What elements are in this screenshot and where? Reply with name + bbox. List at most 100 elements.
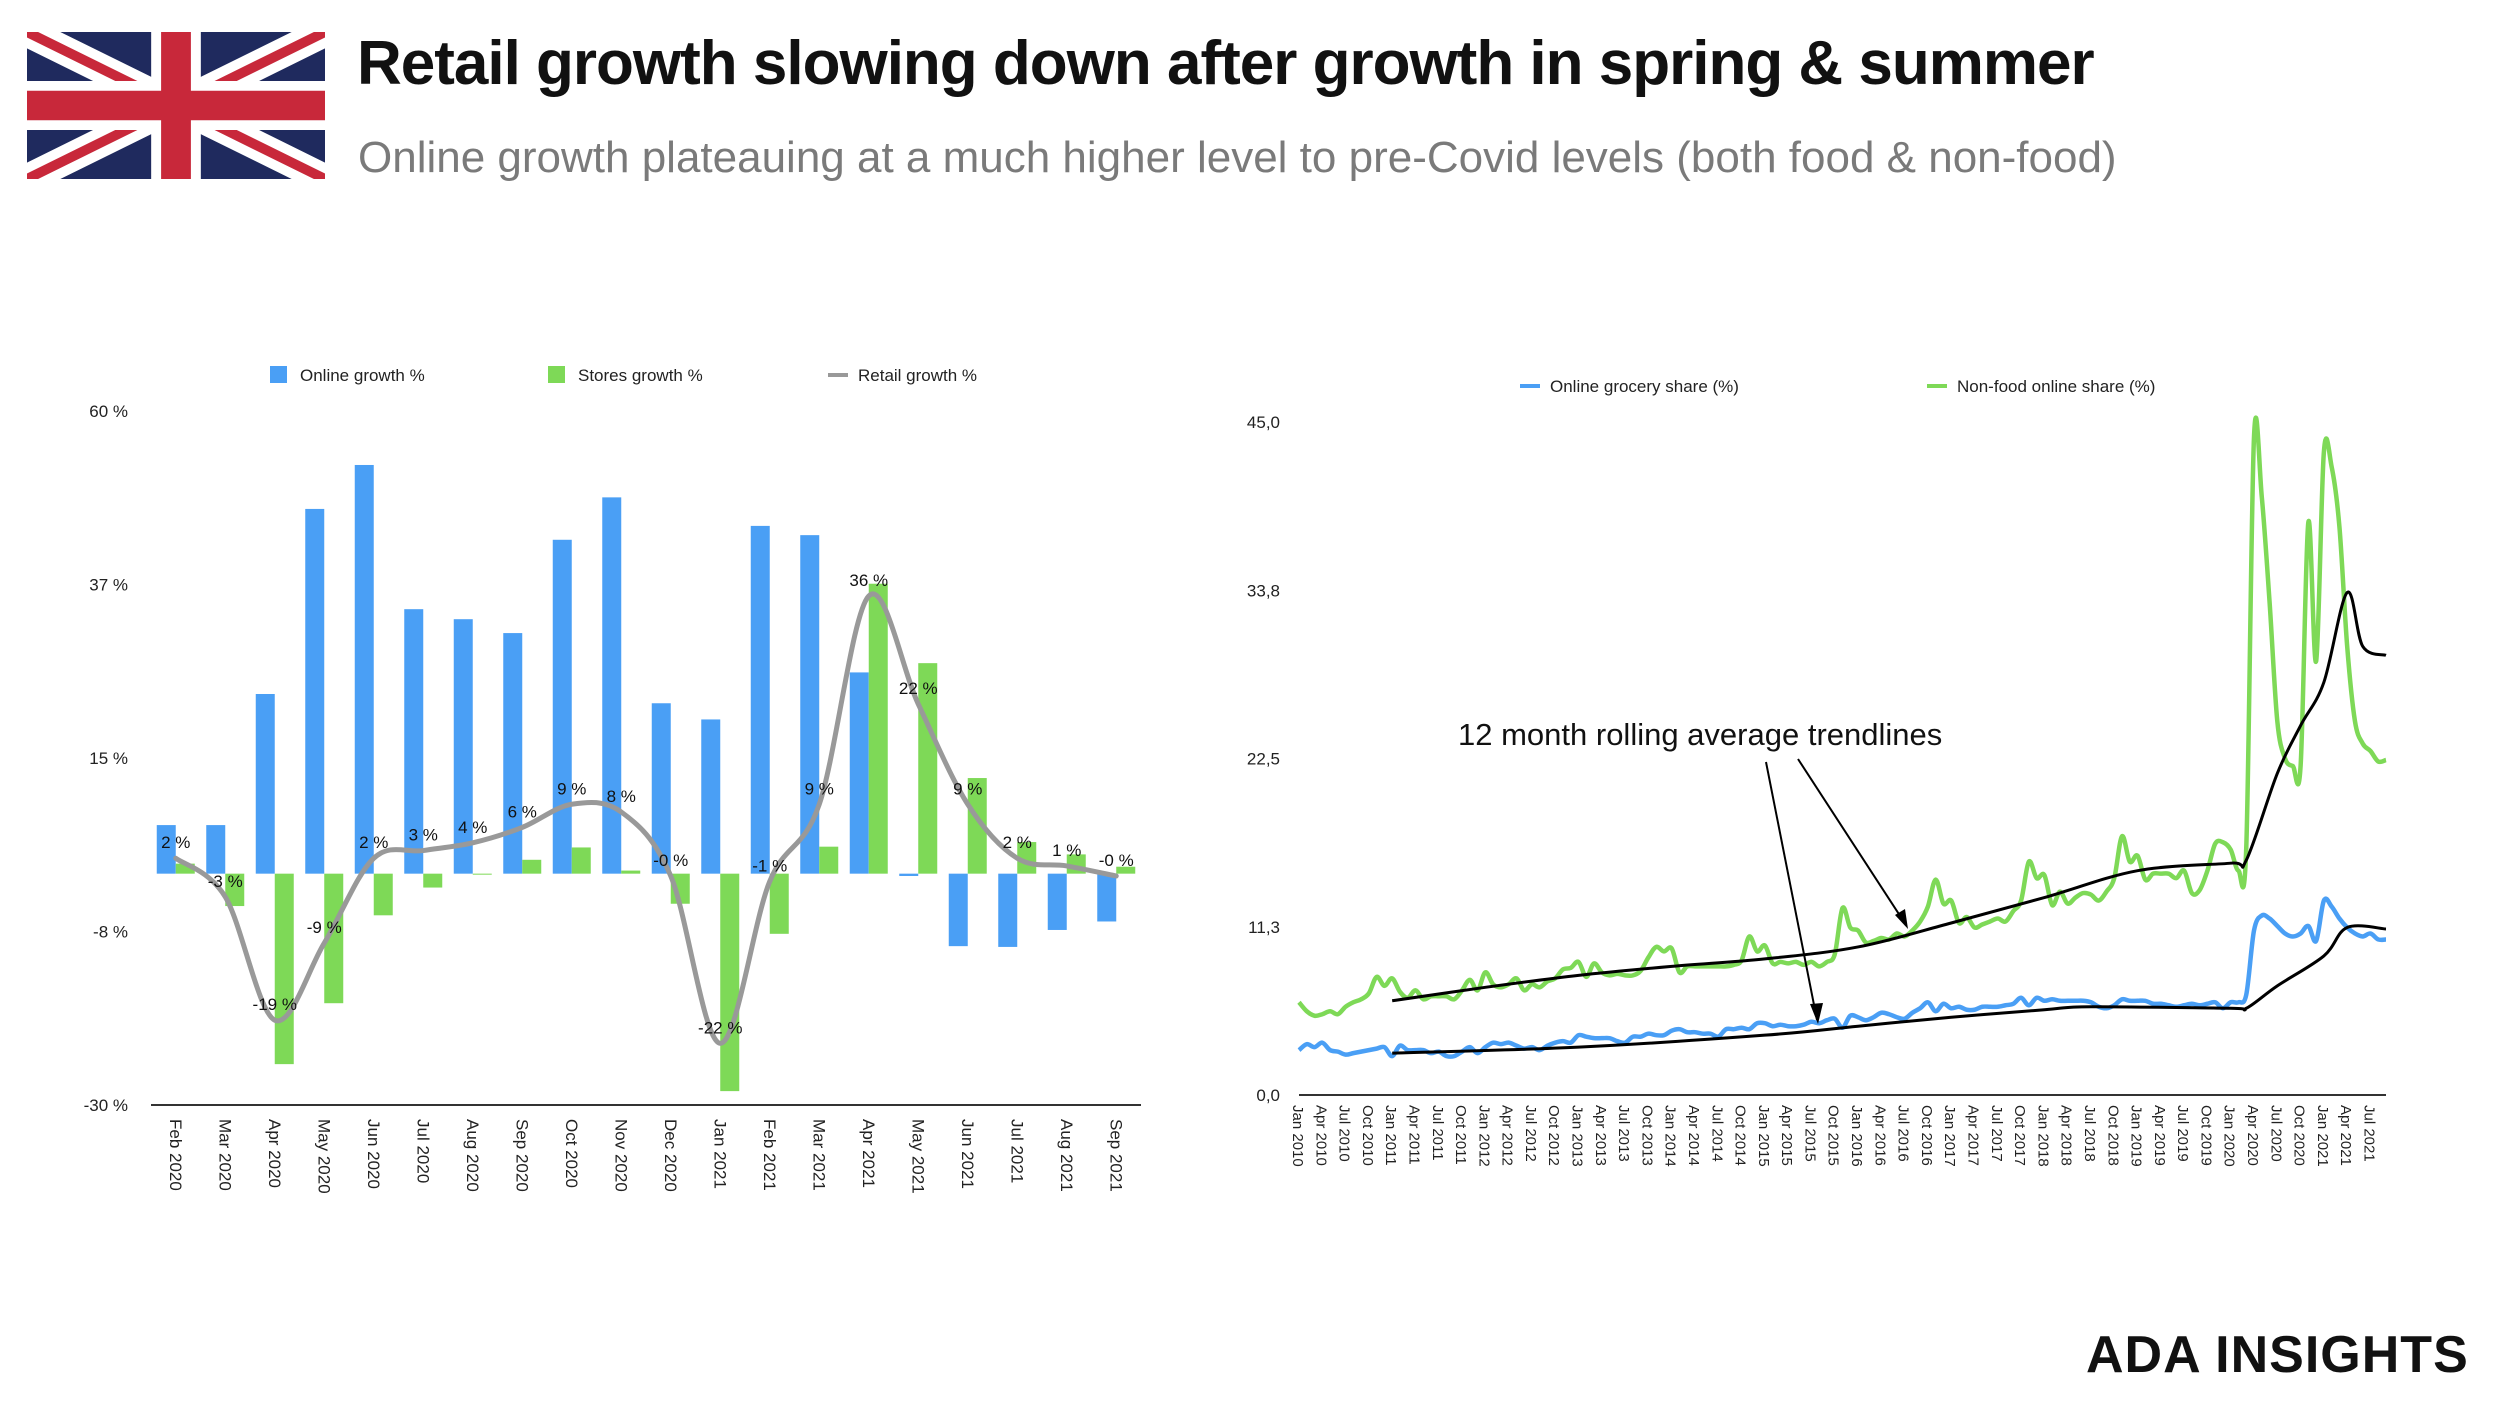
x-tick-label: Dec 2020	[661, 1119, 680, 1192]
y-tick-label: 33,8	[1247, 581, 1280, 600]
online-growth-bar	[552, 539, 572, 874]
online-growth-bar	[750, 525, 770, 874]
online-growth-bar	[701, 719, 721, 874]
x-tick-label: Jul 2019	[2174, 1105, 2191, 1162]
x-tick-label: Apr 2011	[1405, 1105, 1422, 1165]
online-growth-bar	[800, 535, 820, 874]
rolling-average-trendline	[1391, 590, 2387, 1003]
y-tick-label: 0,0	[1256, 1086, 1280, 1105]
retail-data-label: 2 %	[161, 833, 190, 852]
x-tick-label: Jan 2016	[1848, 1105, 1865, 1167]
x-tick-label: Oct 2014	[1732, 1105, 1749, 1166]
x-tick-label: Jan 2011	[1382, 1105, 1399, 1166]
x-tick-label: Jan 2019	[2128, 1105, 2145, 1167]
retail-data-label: -19 %	[253, 995, 297, 1014]
stores-growth-bar	[819, 846, 839, 874]
x-tick-label: Apr 2019	[2151, 1105, 2168, 1166]
online-growth-bar	[503, 633, 523, 874]
x-tick-label: Oct 2020	[562, 1119, 581, 1188]
legend-swatch	[270, 366, 287, 383]
y-tick-label: -8 %	[93, 923, 128, 942]
online-growth-bar	[255, 693, 275, 874]
stores-growth-bar	[621, 870, 641, 874]
stores-growth-bar	[175, 863, 195, 874]
x-tick-label: Jul 2011	[1429, 1105, 1446, 1161]
stores-growth-bar	[1116, 866, 1136, 874]
legend-label: Online grocery share (%)	[1550, 377, 1739, 396]
x-tick-label: Apr 2021	[859, 1119, 878, 1188]
annotation-arrow	[1797, 758, 1907, 926]
legend-label: Online growth %	[300, 366, 425, 385]
x-tick-label: Apr 2017	[1964, 1105, 1981, 1166]
retail-data-label: 9 %	[953, 779, 982, 798]
x-tick-label: Jun 2021	[958, 1119, 977, 1189]
y-tick-label: 22,5	[1247, 750, 1280, 769]
y-tick-label: 11,3	[1248, 918, 1280, 937]
retail-data-label: 9 %	[805, 779, 834, 798]
online-growth-bar	[354, 464, 374, 874]
online-growth-bar	[849, 672, 869, 874]
x-tick-label: Jan 2010	[1289, 1105, 1306, 1167]
online-growth-bar	[651, 703, 671, 874]
x-tick-label: Apr 2016	[1871, 1105, 1888, 1166]
x-tick-label: Apr 2018	[2058, 1105, 2075, 1166]
x-tick-label: Feb 2020	[166, 1119, 185, 1191]
x-tick-label: Jan 2012	[1475, 1105, 1492, 1167]
x-tick-label: Sep 2021	[1106, 1119, 1125, 1192]
retail-data-label: 3 %	[409, 826, 438, 845]
y-tick-label: -30 %	[84, 1096, 128, 1115]
stores-growth-bar	[274, 873, 294, 1065]
x-tick-label: May 2020	[314, 1119, 333, 1194]
retail-data-label: -9 %	[307, 918, 342, 937]
stores-growth-bar	[225, 873, 245, 907]
x-tick-label: Jul 2021	[2360, 1105, 2377, 1162]
online-growth-bar	[305, 508, 325, 874]
online-growth-bar	[453, 619, 473, 874]
stores-growth-bar	[967, 778, 987, 874]
x-tick-label: Apr 2014	[1685, 1105, 1702, 1166]
retail-data-label: -0 %	[653, 851, 688, 870]
x-tick-label: Jul 2012	[1522, 1105, 1539, 1162]
retail-data-label: 6 %	[508, 802, 537, 821]
x-tick-label: Jul 2020	[2267, 1105, 2284, 1162]
x-tick-label: Jul 2015	[1801, 1105, 1818, 1162]
stores-growth-bar	[868, 583, 888, 874]
stores-growth-bar	[423, 873, 443, 888]
brand-logo: ADA INSIGHTS	[2086, 1326, 2469, 1384]
retail-data-label: -1 %	[752, 856, 787, 875]
retail-growth-line	[173, 591, 1119, 1046]
y-tick-label: 15 %	[89, 749, 128, 768]
legend-label: Non-food online share (%)	[1957, 377, 2155, 396]
retail-data-label: -3 %	[208, 872, 243, 891]
x-tick-label: Jul 2016	[1895, 1105, 1912, 1162]
x-tick-label: Oct 2017	[2011, 1105, 2028, 1166]
x-tick-label: Jan 2018	[2034, 1105, 2051, 1167]
retail-data-label: -0 %	[1099, 851, 1134, 870]
retail-data-label: 1 %	[1052, 841, 1081, 860]
rolling-average-trendline	[1392, 924, 2387, 1055]
x-tick-label: Oct 2020	[2291, 1105, 2308, 1166]
x-tick-label: Jul 2013	[1615, 1105, 1632, 1162]
stores-growth-bar	[472, 873, 492, 875]
x-tick-label: Jan 2020	[2221, 1105, 2238, 1167]
retail-data-label: -22 %	[698, 1018, 742, 1037]
x-tick-label: Oct 2016	[1918, 1105, 1935, 1166]
retail-data-label: 22 %	[899, 679, 938, 698]
x-tick-label: Apr 2013	[1592, 1105, 1609, 1166]
x-tick-label: Jan 2017	[1941, 1105, 1958, 1167]
online-growth-bar	[998, 873, 1018, 947]
annotation-arrow	[1765, 761, 1818, 1021]
x-tick-label: Jan 2014	[1662, 1105, 1679, 1167]
retail-data-label: 2 %	[359, 833, 388, 852]
online-growth-bar	[602, 497, 622, 874]
x-tick-label: Nov 2020	[611, 1119, 630, 1192]
retail-data-label: 8 %	[607, 787, 636, 806]
online-growth-bar	[1097, 873, 1117, 922]
x-tick-label: Mar 2020	[215, 1119, 234, 1191]
x-tick-label: Oct 2019	[2197, 1105, 2214, 1166]
x-tick-label: Apr 2010	[1312, 1105, 1329, 1166]
x-tick-label: Mar 2021	[809, 1119, 828, 1191]
x-tick-label: Apr 2012	[1499, 1105, 1516, 1166]
x-tick-label: Jul 2014	[1708, 1105, 1725, 1162]
